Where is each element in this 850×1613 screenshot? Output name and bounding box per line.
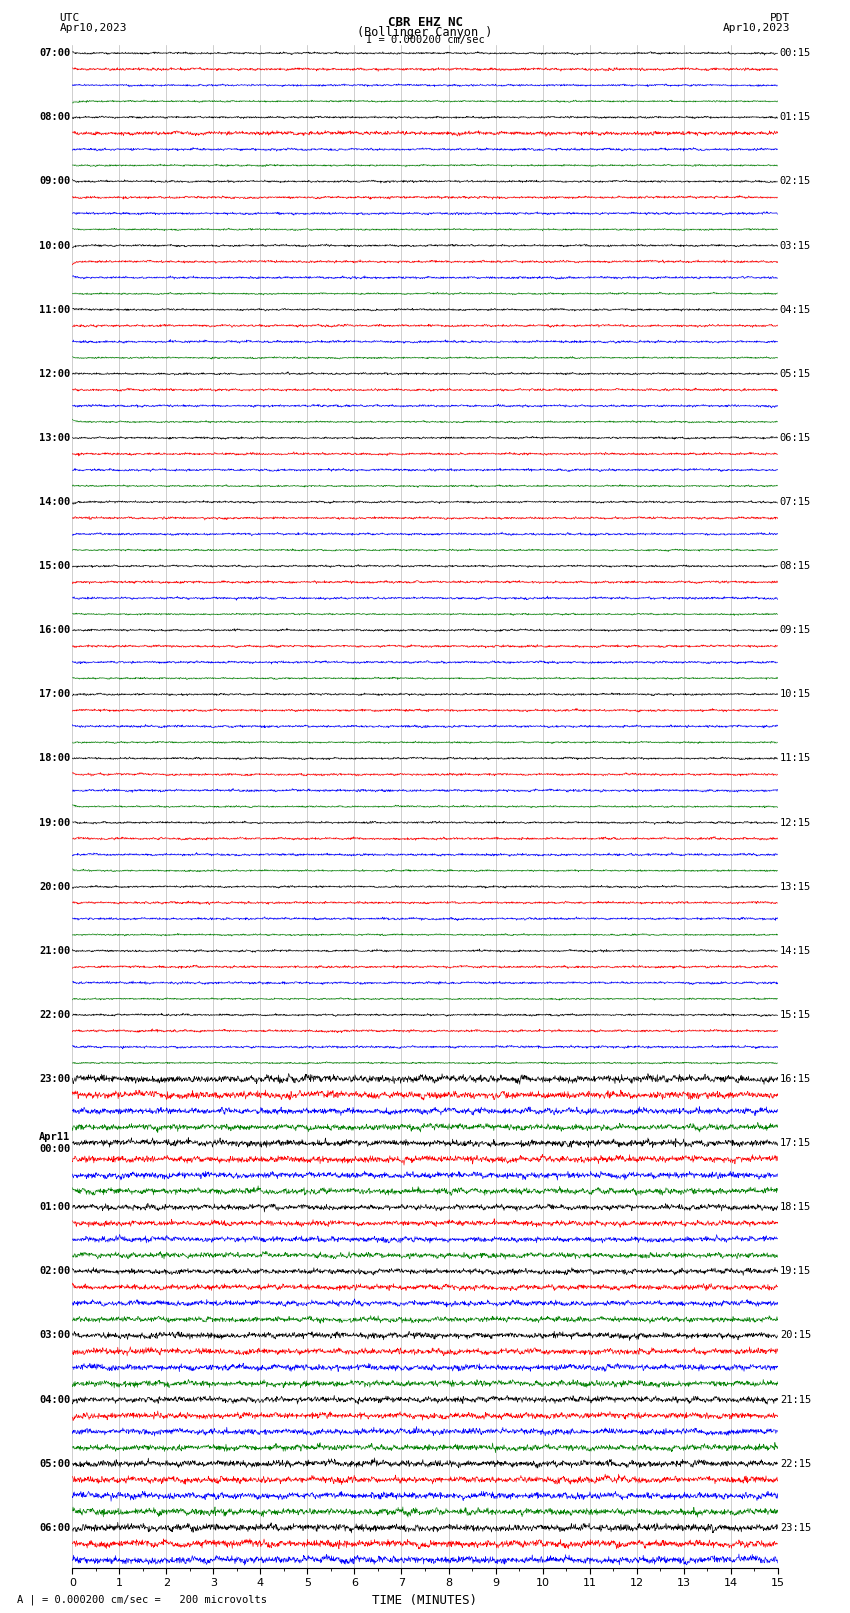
- Text: 12:15: 12:15: [779, 818, 811, 827]
- Text: 04:15: 04:15: [779, 305, 811, 315]
- Text: 04:00: 04:00: [39, 1395, 71, 1405]
- Text: 16:00: 16:00: [39, 626, 71, 636]
- Text: 03:00: 03:00: [39, 1331, 71, 1340]
- Text: 09:15: 09:15: [779, 626, 811, 636]
- Text: 21:15: 21:15: [779, 1395, 811, 1405]
- Text: I = 0.000200 cm/sec: I = 0.000200 cm/sec: [366, 35, 484, 45]
- Text: A | = 0.000200 cm/sec =   200 microvolts: A | = 0.000200 cm/sec = 200 microvolts: [17, 1594, 267, 1605]
- Text: 06:00: 06:00: [39, 1523, 71, 1532]
- Text: 01:00: 01:00: [39, 1202, 71, 1213]
- Text: (Bollinger Canyon ): (Bollinger Canyon ): [357, 26, 493, 39]
- Text: 13:00: 13:00: [39, 432, 71, 444]
- Text: 20:15: 20:15: [779, 1331, 811, 1340]
- Text: 05:00: 05:00: [39, 1458, 71, 1469]
- Text: 06:15: 06:15: [779, 432, 811, 444]
- Text: 07:15: 07:15: [779, 497, 811, 506]
- Text: 18:00: 18:00: [39, 753, 71, 763]
- Text: 11:00: 11:00: [39, 305, 71, 315]
- Text: 08:00: 08:00: [39, 113, 71, 123]
- Text: 22:15: 22:15: [779, 1458, 811, 1469]
- Text: 00:15: 00:15: [779, 48, 811, 58]
- Text: 13:15: 13:15: [779, 882, 811, 892]
- Text: 12:00: 12:00: [39, 369, 71, 379]
- Text: 23:15: 23:15: [779, 1523, 811, 1532]
- Text: 15:00: 15:00: [39, 561, 71, 571]
- Text: Apr10,2023: Apr10,2023: [723, 23, 791, 32]
- Text: 08:15: 08:15: [779, 561, 811, 571]
- Text: 23:00: 23:00: [39, 1074, 71, 1084]
- Text: 03:15: 03:15: [779, 240, 811, 250]
- Text: 19:15: 19:15: [779, 1266, 811, 1276]
- Text: 11:15: 11:15: [779, 753, 811, 763]
- Text: 10:00: 10:00: [39, 240, 71, 250]
- Text: CBR EHZ NC: CBR EHZ NC: [388, 16, 462, 29]
- Text: 22:00: 22:00: [39, 1010, 71, 1019]
- Text: PDT: PDT: [770, 13, 790, 23]
- Text: Apr11
00:00: Apr11 00:00: [39, 1132, 71, 1153]
- Text: 10:15: 10:15: [779, 689, 811, 700]
- Text: 17:15: 17:15: [779, 1139, 811, 1148]
- Text: 02:15: 02:15: [779, 176, 811, 187]
- Text: UTC: UTC: [60, 13, 80, 23]
- Text: 14:15: 14:15: [779, 945, 811, 957]
- Text: 19:00: 19:00: [39, 818, 71, 827]
- Text: 17:00: 17:00: [39, 689, 71, 700]
- Text: 15:15: 15:15: [779, 1010, 811, 1019]
- Text: 05:15: 05:15: [779, 369, 811, 379]
- Text: 16:15: 16:15: [779, 1074, 811, 1084]
- Text: 21:00: 21:00: [39, 945, 71, 957]
- Text: 09:00: 09:00: [39, 176, 71, 187]
- Text: 01:15: 01:15: [779, 113, 811, 123]
- Text: Apr10,2023: Apr10,2023: [60, 23, 127, 32]
- Text: 07:00: 07:00: [39, 48, 71, 58]
- Text: 20:00: 20:00: [39, 882, 71, 892]
- Text: 18:15: 18:15: [779, 1202, 811, 1213]
- Text: 14:00: 14:00: [39, 497, 71, 506]
- X-axis label: TIME (MINUTES): TIME (MINUTES): [372, 1594, 478, 1607]
- Text: 02:00: 02:00: [39, 1266, 71, 1276]
